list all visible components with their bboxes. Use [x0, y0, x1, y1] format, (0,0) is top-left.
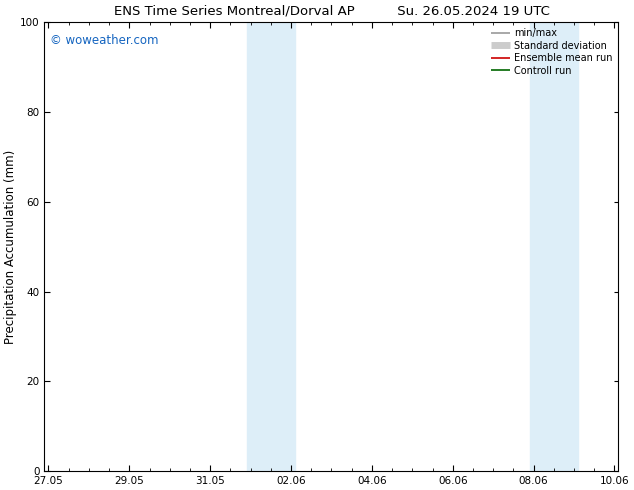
Y-axis label: Precipitation Accumulation (mm): Precipitation Accumulation (mm): [4, 149, 17, 344]
Bar: [554, 23, 578, 471]
Title: ENS Time Series Montreal/Dorval AP          Su. 26.05.2024 19 UTC: ENS Time Series Montreal/Dorval AP Su. 2…: [113, 4, 550, 17]
Text: © woweather.com: © woweather.com: [50, 34, 158, 47]
Legend: min/max, Standard deviation, Ensemble mean run, Controll run: min/max, Standard deviation, Ensemble me…: [487, 24, 616, 79]
Bar: [247, 23, 271, 471]
Bar: [271, 23, 295, 471]
Bar: [529, 23, 554, 471]
